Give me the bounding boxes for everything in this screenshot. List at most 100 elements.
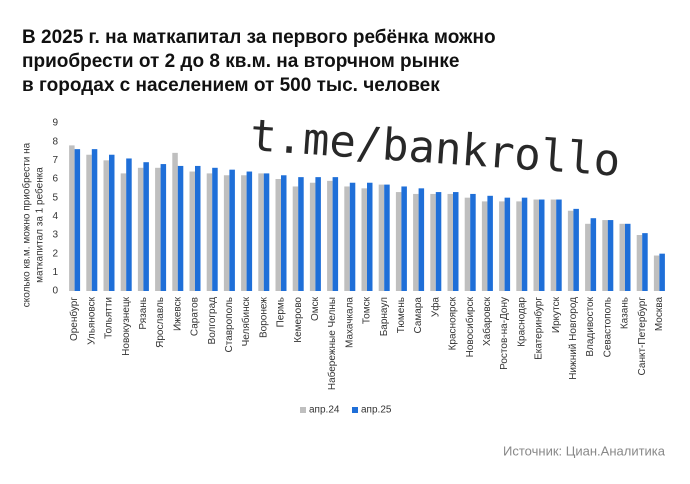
bar: [636, 235, 643, 291]
bar: [516, 201, 522, 291]
x-tick-label: Новокузнецк: [121, 296, 132, 355]
x-tick-label: Барнаул: [379, 297, 390, 336]
legend-label: апр.24: [309, 405, 340, 416]
x-tick-label: Махачкала: [344, 297, 355, 348]
bar: [223, 175, 230, 291]
y-tick-label: 2: [52, 248, 58, 259]
x-tick-label: Севастополь: [602, 297, 613, 357]
bar: [435, 192, 442, 291]
x-tick-label: Саратов: [190, 297, 201, 336]
x-tick-label: Санкт-Петербург: [636, 297, 648, 376]
x-tick-label: Волгоград: [207, 297, 218, 345]
bar: [172, 152, 178, 291]
bar: [378, 184, 385, 291]
bar: [315, 177, 321, 291]
x-tick-label: Ижевск: [172, 296, 183, 331]
bar: [137, 167, 144, 291]
bar: [361, 188, 367, 291]
bar: [246, 171, 253, 291]
x-tick-label: Казань: [620, 297, 631, 329]
bar: [109, 154, 115, 291]
bar: [143, 162, 149, 291]
bar: [69, 145, 75, 291]
bar: [86, 154, 92, 291]
x-tick-label: Оренбург: [68, 297, 80, 341]
bar: [567, 210, 574, 291]
legend-swatch: [352, 407, 358, 413]
x-tick-label: Иркутск: [551, 296, 562, 333]
bar: [349, 182, 356, 291]
x-tick-label: Ульяновск: [86, 296, 97, 344]
x-tick-label: Челябинск: [240, 296, 252, 346]
chart-title: В 2025 г. на маткапитал за первого ребён…: [22, 27, 496, 48]
x-tick-label: Ростов-на-Дону: [499, 297, 510, 370]
chart-title: приобрести от 2 до 8 кв.м. на вторчном р…: [22, 51, 459, 72]
x-tick-label: Тюмень: [396, 297, 407, 333]
bar: [258, 173, 264, 291]
bar: [607, 220, 614, 291]
x-tick-label: Ставрополь: [224, 297, 235, 353]
x-tick-label: Воронеж: [258, 297, 269, 338]
y-axis-label: сколько кв.м. можно приобрести на: [21, 142, 33, 307]
bar: [539, 199, 545, 291]
y-tick-label: 0: [52, 286, 58, 297]
x-tick-label: Москва: [654, 297, 665, 332]
x-tick-label: Ярославль: [155, 297, 166, 348]
bar: [430, 193, 436, 291]
bar: [590, 218, 597, 291]
x-tick-label: Омск: [310, 296, 321, 321]
x-tick-label: Красноярск: [448, 296, 459, 350]
x-tick-label: Екатеринбург: [533, 297, 545, 360]
bar: [556, 199, 562, 291]
bar: [74, 149, 81, 291]
bar: [212, 167, 218, 291]
y-tick-label: 7: [52, 155, 58, 166]
bar: [332, 177, 339, 291]
bar: [642, 233, 648, 291]
bar: [585, 223, 591, 291]
bar: [298, 177, 304, 291]
bar: [327, 180, 333, 291]
bar: [91, 149, 98, 291]
bar: [309, 182, 316, 291]
bar: [281, 175, 287, 291]
bar: [470, 193, 476, 291]
bar: [625, 223, 631, 291]
bar: [103, 160, 109, 291]
bar: [653, 255, 660, 291]
bar: [602, 220, 608, 291]
bar: [481, 201, 488, 291]
bar: [487, 195, 493, 291]
y-axis-label: маткапитал за 1 ребенка: [34, 167, 46, 283]
bar: [550, 199, 557, 291]
bar: [367, 182, 373, 291]
bar: [275, 179, 281, 291]
bar: [292, 186, 299, 291]
bar: [229, 169, 235, 291]
bar: [619, 223, 625, 291]
y-tick-label: 4: [52, 211, 58, 222]
y-tick-label: 6: [52, 174, 58, 185]
bar: [189, 171, 195, 291]
bar: [160, 164, 167, 291]
watermark: t.me/bankrollo: [248, 110, 622, 187]
bar: [413, 193, 419, 291]
bar: [418, 188, 425, 291]
bar: [453, 192, 459, 291]
bar: [206, 173, 213, 291]
bar: [573, 208, 579, 291]
bar: [504, 197, 511, 291]
x-tick-label: Новосибирск: [464, 296, 476, 357]
bar: [120, 173, 127, 291]
bar: [344, 186, 350, 291]
x-tick-label: Хабаровск: [481, 296, 493, 346]
x-tick-label: Томск: [362, 296, 373, 324]
bar: [499, 201, 505, 291]
x-tick-label: Краснодар: [516, 297, 527, 347]
x-tick-label: Кемерово: [293, 297, 304, 343]
y-tick-label: 1: [52, 267, 58, 278]
y-tick-label: 8: [52, 136, 58, 147]
bar: [401, 186, 407, 291]
x-tick-label: Пермь: [276, 297, 287, 327]
x-tick-label: Владивосток: [585, 296, 596, 356]
